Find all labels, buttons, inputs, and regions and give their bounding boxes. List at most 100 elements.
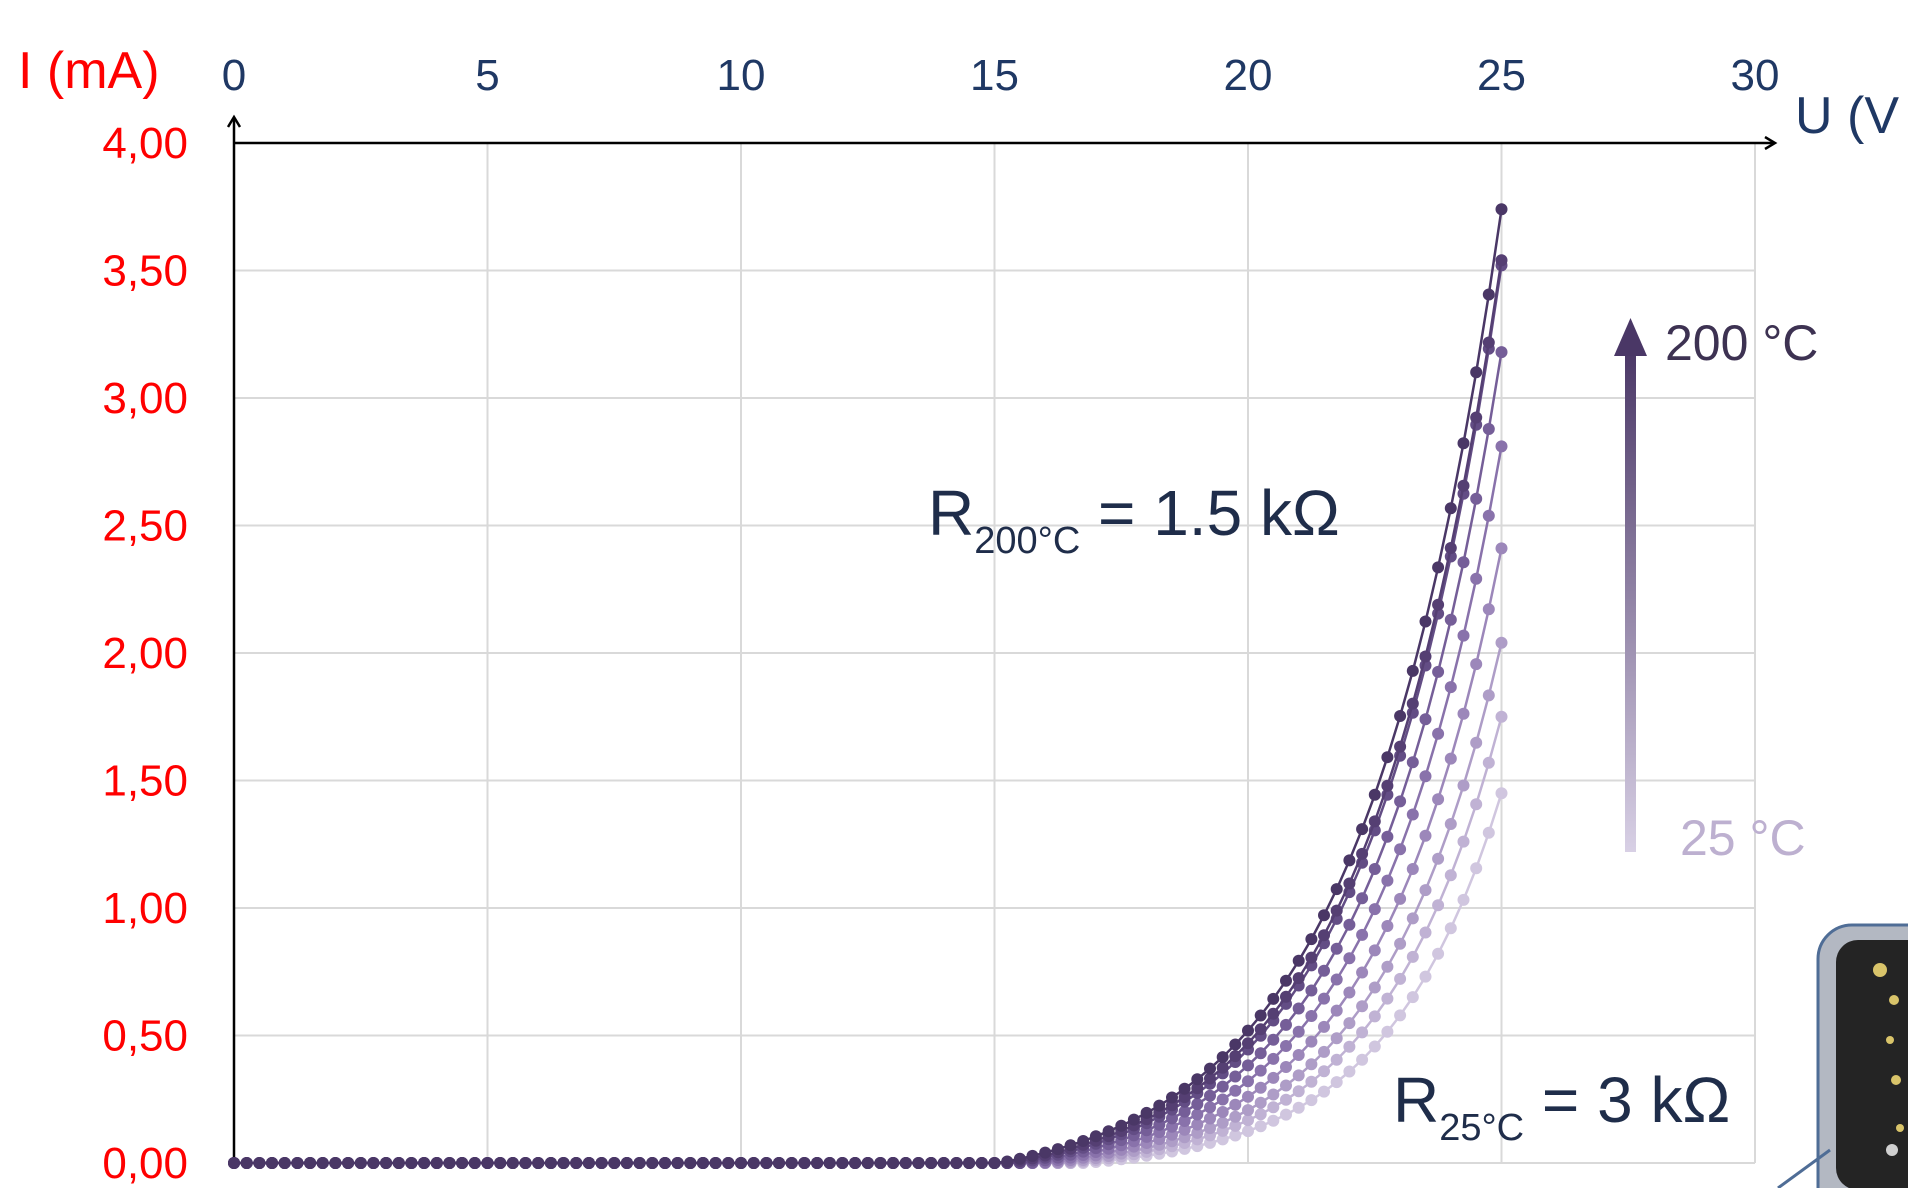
data-point: [1216, 1124, 1229, 1137]
data-point: [1305, 1075, 1318, 1088]
data-point: [1178, 1082, 1191, 1095]
y-tick-label: 4,00: [102, 119, 188, 168]
data-point: [1254, 1120, 1267, 1133]
x-tick-label: 15: [970, 51, 1019, 100]
data-point: [1419, 650, 1432, 663]
resistance-25c-value: = 3 kΩ: [1524, 1064, 1730, 1136]
data-point: [380, 1157, 393, 1169]
data-point: [1356, 847, 1369, 860]
data-point: [1229, 1110, 1242, 1123]
data-point: [1482, 603, 1495, 616]
x-tick-label: 20: [1224, 51, 1273, 100]
data-point: [988, 1157, 1001, 1169]
data-point: [1166, 1091, 1178, 1104]
data-point: [1292, 1049, 1305, 1061]
data-point: [1457, 707, 1470, 720]
data-point: [1432, 727, 1445, 740]
y-axis-title: I (mA): [18, 42, 160, 100]
data-point: [1229, 1070, 1242, 1083]
y-tick-label: 1,00: [102, 884, 188, 933]
data-point: [506, 1157, 519, 1169]
data-point: [1470, 736, 1483, 749]
data-point: [1394, 972, 1407, 985]
data-point: [1204, 1062, 1216, 1075]
data-point: [304, 1157, 317, 1169]
series-line: [234, 265, 1503, 1165]
data-point: [1470, 366, 1483, 379]
data-point: [1191, 1073, 1204, 1086]
data-point: [1254, 1009, 1267, 1022]
data-point: [1419, 713, 1432, 726]
data-point: [1318, 1085, 1330, 1098]
data-point: [722, 1157, 735, 1169]
data-point: [760, 1157, 773, 1169]
data-point: [1343, 1040, 1356, 1053]
data-point: [684, 1157, 697, 1169]
data-point: [1394, 892, 1407, 905]
tick-labels: 0 5 10 15 20 25 30 0,00 0,50 1,00 1,50 2,00 2,50 3,00…: [102, 51, 1779, 1188]
data-point: [1267, 1033, 1280, 1046]
data-point: [1356, 823, 1369, 836]
data-point: [1216, 1051, 1229, 1064]
data-point: [1330, 1076, 1343, 1089]
data-point: [709, 1157, 722, 1169]
data-point: [1482, 826, 1495, 839]
data-point: [671, 1157, 684, 1169]
data-point: [1229, 1038, 1242, 1051]
data-point: [1432, 665, 1445, 678]
data-point: [861, 1157, 874, 1169]
data-point: [1229, 1098, 1242, 1111]
data-point: [544, 1157, 557, 1169]
data-point: [1064, 1139, 1077, 1152]
data-point: [595, 1157, 608, 1169]
data-point: [494, 1157, 507, 1169]
data-point: [1330, 1004, 1343, 1017]
data-point: [1153, 1099, 1166, 1112]
data-point: [1204, 1101, 1216, 1114]
data-point: [1280, 1079, 1292, 1092]
data-point: [1406, 950, 1419, 963]
data-point: [1432, 947, 1445, 960]
data-point: [1457, 893, 1470, 906]
data-point: [1229, 1129, 1242, 1142]
data-point: [1216, 1061, 1229, 1074]
data-point: [1280, 1040, 1292, 1052]
data-point: [1305, 984, 1318, 997]
data-point: [342, 1157, 355, 1169]
data-point: [1495, 440, 1508, 453]
data-point: [1343, 918, 1356, 931]
data-point: [1495, 710, 1508, 723]
y-tick-label: 2,50: [102, 502, 188, 551]
data-point: [1280, 974, 1292, 987]
data-point: [1444, 613, 1457, 626]
data-point: [849, 1157, 862, 1169]
data-point: [1191, 1108, 1204, 1121]
temperature-gradient-arrow: [1625, 348, 1636, 852]
y-tick-label: 0,00: [102, 1139, 188, 1188]
data-point: [1482, 689, 1495, 702]
data-point: [1077, 1135, 1090, 1147]
data-point: [418, 1157, 431, 1169]
data-point: [1178, 1123, 1191, 1136]
data-point: [430, 1157, 443, 1169]
data-point: [392, 1157, 405, 1169]
data-point: [1191, 1118, 1204, 1131]
x-tick-label: 5: [475, 51, 499, 100]
data-point: [1470, 658, 1483, 671]
data-point: [1242, 1037, 1254, 1050]
data-point: [1368, 815, 1381, 828]
data-point: [1482, 288, 1495, 301]
data-point: [925, 1157, 938, 1169]
data-point: [1191, 1082, 1204, 1095]
data-point: [316, 1157, 329, 1169]
data-point: [1406, 912, 1419, 925]
data-point: [1242, 1075, 1254, 1088]
data-point: [1229, 1119, 1242, 1132]
data-point: [1305, 1094, 1318, 1107]
data-point: [1368, 1040, 1381, 1053]
data-point: [836, 1157, 849, 1169]
data-point: [659, 1157, 671, 1169]
data-point: [1089, 1130, 1102, 1143]
data-point: [1292, 1002, 1305, 1015]
data-point: [1432, 598, 1445, 611]
